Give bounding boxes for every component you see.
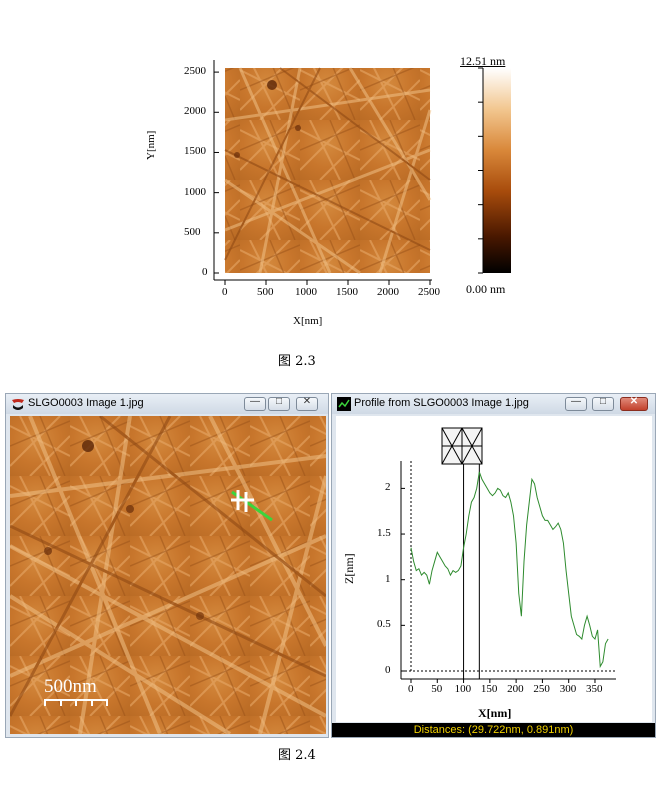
profile-y-tick-label: 1.5 <box>377 527 391 540</box>
profile-series-line <box>410 471 609 669</box>
scale-bar-label: 500nm <box>44 676 97 697</box>
profile-y-tick-label: 0.5 <box>377 618 391 631</box>
close-button[interactable]: ✕ <box>620 396 648 411</box>
x-tick-label: 2500 <box>418 286 440 298</box>
cursor-marker-icon[interactable] <box>231 490 254 512</box>
profile-x-tick-label: 150 <box>480 683 498 695</box>
y-axis-title: Y[nm] <box>145 130 157 160</box>
profile-y-tick-label: 2 <box>385 481 391 494</box>
image-window-titlebar[interactable]: SLGO0003 Image 1.jpg — □ ✕ <box>6 394 328 414</box>
maximize-button[interactable]: □ <box>592 396 614 411</box>
profile-y-tick-label: 0 <box>385 664 391 676</box>
profile-x-tick-label: 0 <box>408 683 414 695</box>
afm-image-canvas[interactable] <box>10 416 326 734</box>
profile-window-titlebar[interactable]: Profile from SLGO0003 Image 1.jpg — □ ✕ <box>332 394 655 414</box>
x-axis-title: X[nm] <box>293 315 323 327</box>
profile-window[interactable]: Profile from SLGO0003 Image 1.jpg — □ ✕ … <box>331 393 656 738</box>
minimize-button[interactable]: — <box>244 396 266 411</box>
afm-image <box>225 68 430 273</box>
figure-2-4-caption: 图 2.4 <box>278 748 316 763</box>
profile-chart[interactable] <box>336 416 652 722</box>
x-tick-label: 1500 <box>336 286 358 298</box>
profile-x-tick-label: 350 <box>585 683 603 695</box>
y-tick-label: 0 <box>202 266 208 278</box>
colorbar-max-label: 12.51 nm <box>460 54 506 68</box>
y-tick-label: 1500 <box>184 145 206 158</box>
y-tick-label: 2500 <box>184 65 206 78</box>
maximize-button[interactable]: □ <box>268 396 290 411</box>
close-button[interactable]: ✕ <box>296 396 318 411</box>
figure-2-3: Y[nm] X[nm] 0 500 1000 1500 2000 2500 0 500 100… <box>0 0 664 390</box>
profile-x-axis-title: X[nm] <box>478 706 512 720</box>
y-tick-label: 1000 <box>184 185 206 198</box>
x-tick-label: 1000 <box>295 286 317 298</box>
y-tick-label: 500 <box>184 225 201 238</box>
minimize-button[interactable]: — <box>565 396 587 411</box>
colorbar <box>483 68 511 273</box>
profile-x-tick-label: 50 <box>431 683 443 695</box>
profile-x-tick-label: 100 <box>454 683 472 695</box>
x-tick-label: 0 <box>222 286 228 298</box>
figure-2-3-caption: 图 2.3 <box>278 354 316 369</box>
y-tick-label: 2000 <box>184 105 206 118</box>
profile-icon <box>337 397 351 411</box>
right-cursor-handle-icon[interactable] <box>461 427 483 465</box>
left-cursor-handle-icon[interactable] <box>441 427 463 465</box>
profile-y-axis-title: Z[nm] <box>342 553 356 584</box>
profile-window-title: Profile from SLGO0003 Image 1.jpg <box>354 397 529 409</box>
profile-x-tick-label: 200 <box>507 683 524 695</box>
profile-status-bar: Distances: (29.722nm, 0.891nm) <box>332 723 655 737</box>
image-window-title: SLGO0003 Image 1.jpg <box>28 397 144 409</box>
app-logo-icon <box>12 399 24 410</box>
profile-x-tick-label: 300 <box>559 683 577 695</box>
x-tick-label: 2000 <box>377 286 399 298</box>
profile-x-tick-label: 250 <box>533 683 550 695</box>
colorbar-min-label: 0.00 nm <box>466 282 506 296</box>
figure-2-3-graphics <box>213 60 511 285</box>
profile-y-tick-label: 1 <box>385 572 391 585</box>
x-tick-label: 500 <box>257 286 274 298</box>
image-window[interactable]: SLGO0003 Image 1.jpg — □ ✕ 500nm <box>5 393 329 738</box>
profile-plot-area[interactable]: Z[nm] X[nm] 0 0.5 1 1.5 2 0 50 100 150 200 250 300 3… <box>336 416 652 722</box>
